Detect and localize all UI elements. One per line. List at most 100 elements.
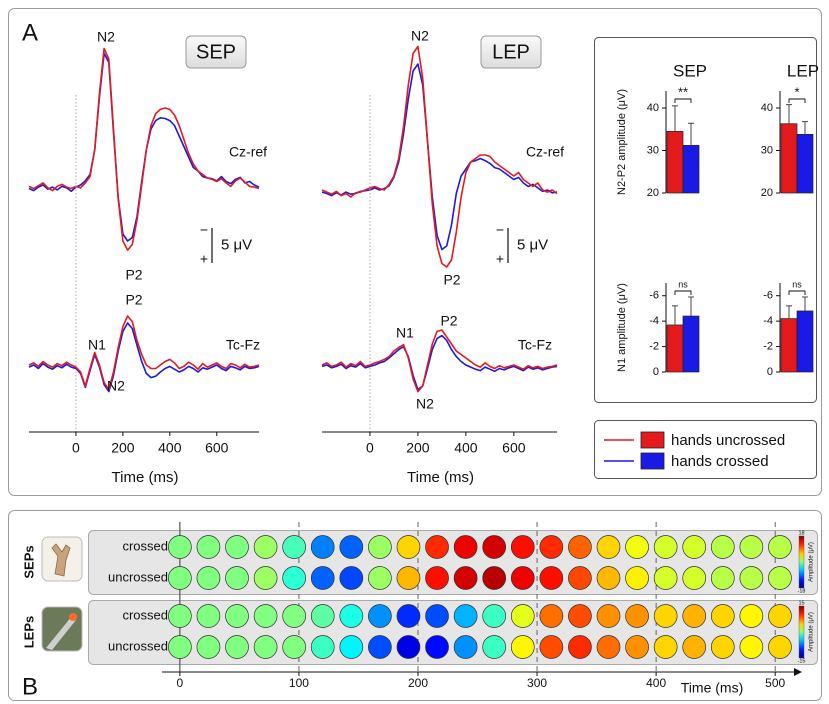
scalp-map <box>596 604 621 628</box>
scalp-map <box>710 635 735 659</box>
scale-sign: − <box>200 222 208 238</box>
y-tick-label: -6 <box>649 290 659 302</box>
x-tick-label: 500 <box>765 676 785 690</box>
legend-frame <box>594 420 817 479</box>
colorbar <box>798 605 805 659</box>
peak-label: P2 <box>125 292 142 308</box>
scale-sign: + <box>200 251 208 267</box>
scalp-map <box>739 566 764 590</box>
chart-title: LEP <box>787 61 819 80</box>
scalp-map <box>596 566 621 590</box>
scalp-map <box>539 635 564 659</box>
scalp-map <box>425 635 449 659</box>
scalp-map <box>339 635 364 659</box>
scalp-map <box>482 566 507 590</box>
colorbar-tick-label: -15 <box>798 658 806 664</box>
error-bar <box>786 305 792 319</box>
y-tick-label: 40 <box>647 102 659 114</box>
scalp-map <box>568 604 592 628</box>
scalp-map <box>253 635 278 659</box>
panel-a-frame <box>8 8 822 496</box>
peak-label: N2 <box>97 29 115 45</box>
sep-topo-frame <box>88 530 818 595</box>
scalp-map <box>225 535 249 559</box>
scalp-map <box>253 604 278 628</box>
y-tick-label: 0 <box>653 366 659 378</box>
y-tick-label: -6 <box>763 290 773 302</box>
scalp-map <box>625 635 649 659</box>
group-label: SEPs <box>21 545 36 578</box>
chart-title: LEP <box>492 41 530 63</box>
row-label: uncrossed <box>108 569 168 584</box>
error-bar <box>688 296 694 317</box>
scalp-map <box>568 635 592 659</box>
bar <box>796 310 814 373</box>
peak-label: N2 <box>416 396 434 412</box>
scalp-map <box>510 604 535 628</box>
significance-bracket <box>788 290 806 295</box>
waveform <box>28 315 260 391</box>
y-tick-label: 20 <box>761 187 773 199</box>
x-tick-label: 0 <box>72 440 80 456</box>
scalp-map <box>368 566 392 590</box>
x-tick-label: 0 <box>177 676 184 690</box>
row-label: crossed <box>122 607 168 622</box>
scalp-map <box>539 535 564 559</box>
panel-b-frame <box>8 510 822 701</box>
waveform <box>28 322 260 393</box>
scalp-map <box>196 635 221 659</box>
title-box <box>185 35 247 69</box>
scalp-map <box>482 635 507 659</box>
x-tick-label: 200 <box>406 440 430 456</box>
scalp-map <box>653 535 678 559</box>
y-tick-label: 0 <box>767 366 773 378</box>
scalp-map <box>625 566 649 590</box>
colorbar-tick-label: 18 <box>798 530 804 536</box>
waveform <box>321 45 558 268</box>
scalp-map <box>568 535 592 559</box>
scalp-map <box>453 635 478 659</box>
scalp-map <box>453 535 478 559</box>
scalp-map <box>282 635 307 659</box>
peak-label: N1 <box>396 325 414 341</box>
colorbar-label: Amplitude (μV) <box>809 542 815 582</box>
x-tick-label: 100 <box>289 676 309 690</box>
trace-label: Cz-ref <box>229 144 267 160</box>
row-label: uncrossed <box>108 638 168 653</box>
scalp-map <box>396 635 421 659</box>
group-label: LEPs <box>21 616 36 649</box>
scale-label: 5 μV <box>221 236 252 253</box>
scalp-map <box>653 604 678 628</box>
scalp-map <box>768 635 792 659</box>
error-bar <box>672 305 678 325</box>
y-tick-label: -4 <box>649 315 659 327</box>
scalp-map <box>482 535 507 559</box>
colorbar-tick-label: 15 <box>798 600 804 606</box>
scalp-map <box>168 604 192 628</box>
scale-sign: − <box>496 222 504 238</box>
scalp-map <box>396 535 421 559</box>
scalp-map <box>339 604 364 628</box>
scalp-map <box>368 604 392 628</box>
scalp-map <box>625 535 649 559</box>
scalp-map <box>453 604 478 628</box>
trace-label: Tc-Fz <box>226 337 260 353</box>
bar-frame <box>594 37 817 403</box>
bar <box>780 123 798 194</box>
scale-label: 5 μV <box>517 236 548 253</box>
scalp-map <box>768 535 792 559</box>
colorbar-label: Amplitude (μV) <box>809 612 815 652</box>
scalp-map <box>710 566 735 590</box>
significance-bracket <box>674 98 692 103</box>
scalp-map <box>539 604 564 628</box>
trace-label: Cz-ref <box>526 144 564 160</box>
bar <box>682 315 700 373</box>
significance-bracket <box>674 290 692 295</box>
x-tick-label: 400 <box>454 440 478 456</box>
error-bar <box>786 104 792 124</box>
scalp-map <box>482 604 507 628</box>
scalp-map <box>768 566 792 590</box>
scalp-map <box>368 535 392 559</box>
